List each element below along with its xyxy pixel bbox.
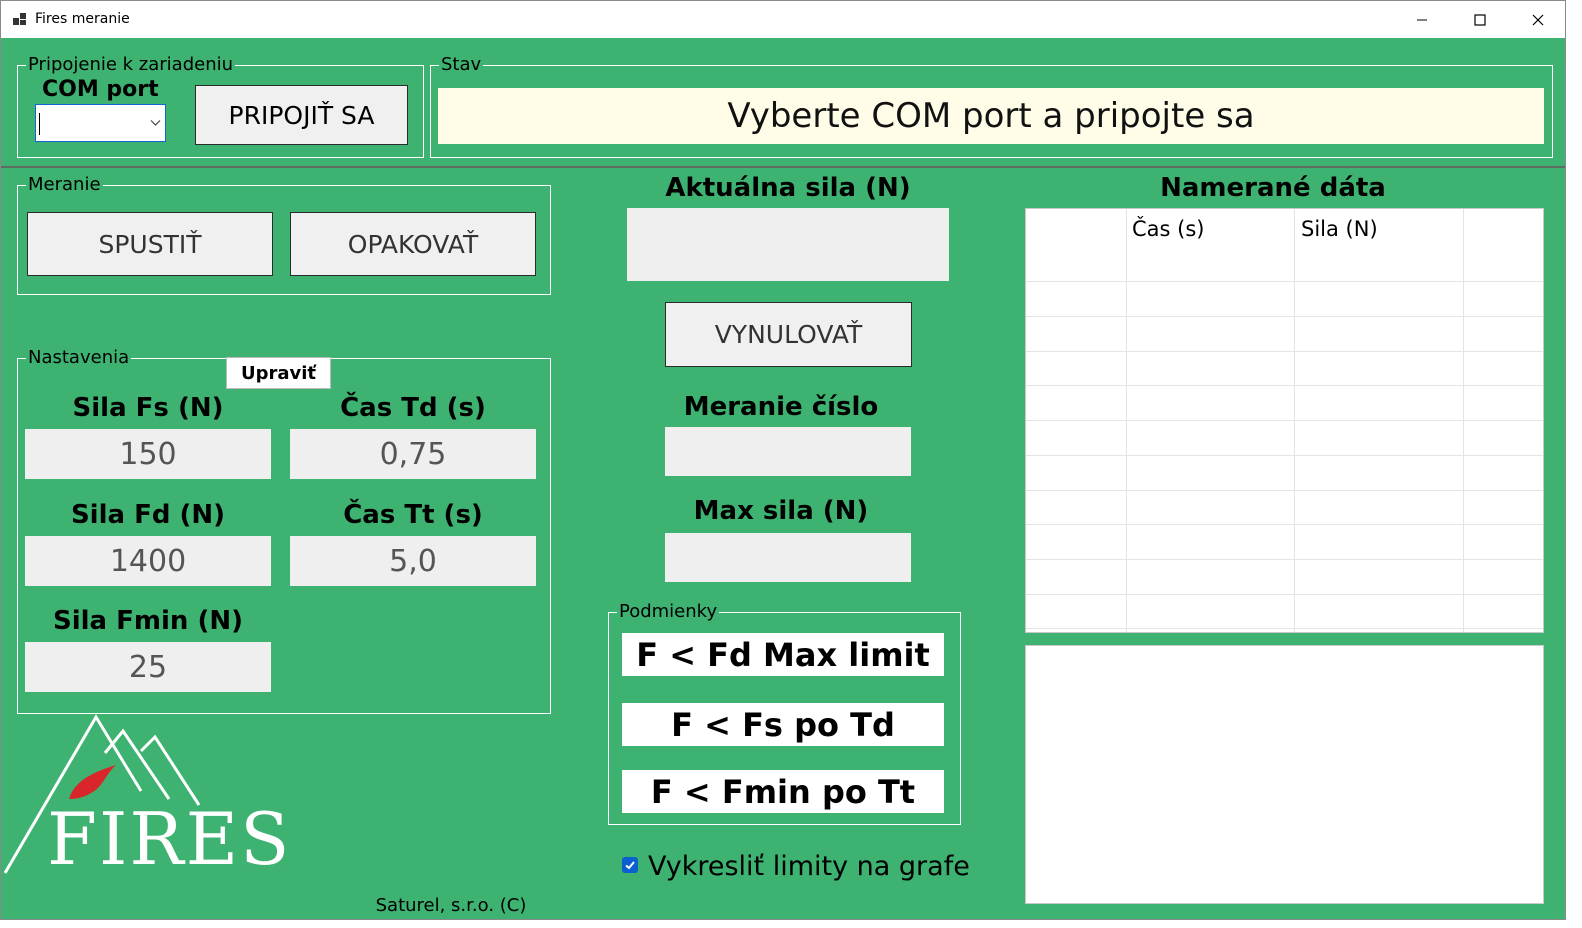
grid-row-line: [1026, 281, 1543, 282]
current-force-field: [627, 208, 949, 281]
force-chart[interactable]: [1025, 645, 1544, 904]
condition-fs-td: F < Fs po Td: [622, 703, 944, 746]
max-force-label: Max sila (N): [693, 496, 869, 526]
max-force-field: [665, 533, 911, 582]
settings-group: Nastavenia: [17, 347, 551, 714]
com-port-select[interactable]: [35, 104, 166, 142]
close-button[interactable]: [1509, 1, 1565, 38]
settings-group-label: Nastavenia: [28, 347, 130, 368]
grid-row-line: [1026, 351, 1543, 352]
status-message: Vyberte COM port a pripojte sa: [438, 88, 1544, 144]
fd-field[interactable]: 1400: [25, 536, 271, 586]
app-icon: [13, 13, 26, 25]
maximize-button[interactable]: [1451, 1, 1509, 38]
fd-label: Sila Fd (N): [70, 500, 226, 530]
copyright-text: Saturel, s.r.o. (C): [375, 895, 527, 916]
draw-limits-checkbox[interactable]: [622, 857, 638, 873]
fs-field[interactable]: 150: [25, 429, 271, 479]
conditions-group: Podmienky: [608, 601, 961, 825]
text-caret: [39, 113, 40, 135]
connection-group: Pripojenie k zariadeniu: [17, 54, 424, 158]
data-table-title: Namerané dáta: [1160, 173, 1386, 203]
start-button[interactable]: SPUSTIŤ: [27, 212, 273, 276]
current-force-label: Aktuálna sila (N): [665, 173, 911, 203]
fires-logo: FIRES: [1, 713, 301, 883]
measurement-number-field: [665, 427, 911, 476]
td-field[interactable]: 0,75: [290, 429, 536, 479]
tt-field[interactable]: 5,0: [290, 536, 536, 586]
measurement-group: Meranie: [17, 174, 551, 295]
grid-row-line: [1026, 524, 1543, 525]
fs-label: Sila Fs (N): [72, 393, 224, 423]
condition-fd-max: F < Fd Max limit: [622, 633, 944, 676]
status-group: Stav: [430, 54, 1553, 158]
measurement-number-label: Meranie číslo: [683, 392, 879, 422]
column-header-time[interactable]: Čas (s): [1132, 217, 1205, 241]
grid-row-line: [1026, 594, 1543, 595]
status-group-label: Stav: [441, 54, 482, 75]
reset-button[interactable]: VYNULOVAŤ: [665, 302, 912, 367]
chevron-down-icon: [150, 120, 161, 126]
column-header-force[interactable]: Sila (N): [1301, 217, 1378, 241]
grid-row-line: [1026, 385, 1543, 386]
connection-group-label: Pripojenie k zariadeniu: [28, 54, 234, 75]
grid-row-line: [1026, 628, 1543, 629]
checkmark-icon: [625, 861, 635, 870]
com-port-label: COM port: [42, 77, 159, 102]
grid-row-line: [1026, 559, 1543, 560]
title-bar[interactable]: Fires meranie: [1, 1, 1565, 38]
header-divider: [1, 166, 1565, 168]
mountain-logo-icon: [3, 714, 201, 874]
fmin-field[interactable]: 25: [25, 642, 271, 692]
grid-row-line: [1026, 455, 1543, 456]
td-label: Čas Td (s): [340, 393, 486, 423]
fmin-label: Sila Fmin (N): [53, 606, 243, 636]
window-title: Fires meranie: [35, 11, 130, 27]
edit-settings-button[interactable]: Upraviť: [226, 357, 331, 389]
grid-row-line: [1026, 490, 1543, 491]
tt-label: Čas Tt (s): [343, 500, 483, 530]
repeat-button[interactable]: OPAKOVAŤ: [290, 212, 536, 276]
data-table[interactable]: Čas (s) Sila (N): [1025, 208, 1544, 633]
draw-limits-label[interactable]: Vykresliť limity na grafe: [648, 851, 970, 882]
measurement-group-label: Meranie: [28, 174, 101, 195]
close-icon: [1532, 14, 1544, 25]
conditions-group-label: Podmienky: [619, 601, 718, 622]
grid-row-line: [1026, 316, 1543, 317]
logo-text: FIRES: [47, 797, 292, 881]
minimize-button[interactable]: [1393, 1, 1451, 38]
minimize-icon: [1417, 19, 1427, 20]
connect-button[interactable]: PRIPOJIŤ SA: [195, 85, 408, 145]
grid-row-line: [1026, 420, 1543, 421]
condition-fmin-tt: F < Fmin po Tt: [622, 770, 944, 813]
maximize-icon: [1474, 13, 1486, 26]
